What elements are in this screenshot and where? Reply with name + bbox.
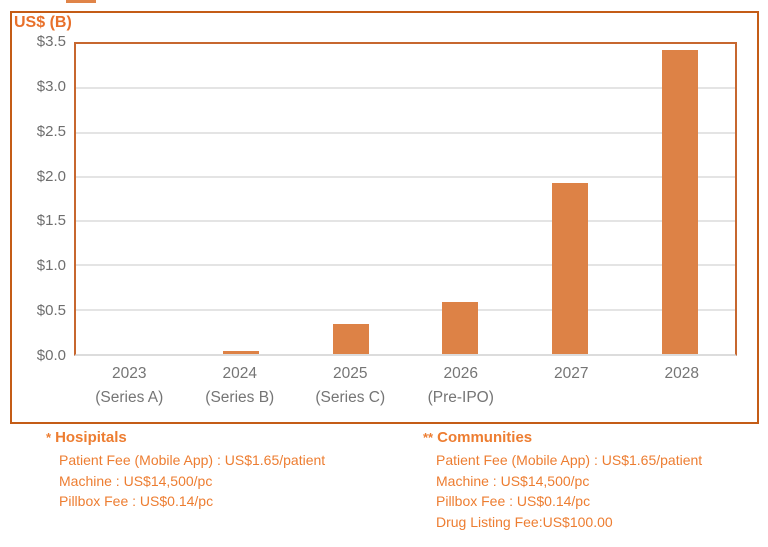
x-label-2024: 2024 (Series B) — [185, 362, 296, 410]
x-label-round: (Series C) — [315, 389, 386, 406]
y-tick-label: $0.0 — [36, 347, 66, 364]
bar-2028 — [662, 50, 699, 354]
gridline — [76, 87, 735, 90]
double-asterisk-marker: ** — [423, 430, 434, 445]
x-label-year: 2025 — [333, 365, 368, 382]
x-label-2026: 2026 (Pre-IPO) — [406, 362, 517, 410]
x-label-round: (Series A) — [95, 389, 164, 406]
bar-2024 — [222, 351, 259, 354]
y-tick-label: $1.0 — [36, 257, 66, 275]
footnote-communities-heading: ** Communities — [423, 429, 702, 446]
footnote-hospitals: * Hosipitals Patient Fee (Mobile App) : … — [46, 429, 325, 512]
y-tick-label: $2.0 — [36, 167, 66, 185]
x-label-2028: 2028 — [627, 362, 738, 386]
y-tick-label: $2.5 — [36, 122, 66, 140]
footnote-line: Machine : US$14,500/pc — [436, 472, 590, 489]
gridline — [76, 220, 735, 223]
gridline — [76, 175, 735, 178]
cropped-shape-artifact — [66, 0, 96, 3]
footnote-line: Pillbox Fee : US$0.14/pc — [59, 493, 214, 509]
x-label-year: 2027 — [554, 365, 589, 382]
gridline — [76, 308, 735, 311]
x-label-2023: 2023 (Series A) — [74, 362, 185, 410]
gridline — [76, 264, 735, 267]
bar-2026 — [442, 301, 479, 354]
footnote-communities-lines: Patient Fee (Mobile App) : US$1.65/patie… — [436, 450, 702, 532]
footnote-communities-title: Communities — [437, 429, 533, 446]
footnote-line: Drug Listing Fee:US$100.00 — [436, 513, 613, 530]
footnote-line: Machine : US$14,500/pc — [59, 472, 213, 489]
footnote-communities: ** Communities Patient Fee (Mobile App) … — [423, 429, 702, 532]
y-tick-label: $3.0 — [36, 77, 66, 95]
x-label-year: 2023 — [112, 365, 147, 382]
x-label-year: 2026 — [443, 365, 478, 382]
x-label-2027: 2027 — [516, 362, 627, 386]
bar-2025 — [332, 323, 369, 354]
x-label-round: (Pre-IPO) — [427, 389, 494, 406]
asterisk-marker: * — [46, 430, 52, 445]
y-axis-unit-label: US$ (B) — [14, 14, 72, 31]
footnote-hospitals-title: Hosipitals — [55, 429, 127, 446]
x-label-2025: 2025 (Series C) — [295, 362, 406, 410]
plot-area — [74, 42, 737, 356]
bar-2027 — [552, 183, 589, 354]
footnote-line: Patient Fee (Mobile App) : US$1.65/patie… — [436, 452, 703, 468]
y-tick-label: $1.5 — [36, 212, 66, 230]
footnote-hospitals-heading: * Hosipitals — [46, 429, 325, 446]
y-tick-label: $3.5 — [36, 33, 66, 50]
x-label-year: 2028 — [664, 365, 699, 382]
footnote-line: Patient Fee (Mobile App) : US$1.65/patie… — [59, 452, 326, 468]
gridline — [76, 131, 735, 134]
y-tick-label: $0.5 — [36, 302, 66, 320]
footnote-hospitals-lines: Patient Fee (Mobile App) : US$1.65/patie… — [59, 450, 325, 512]
x-label-year: 2024 — [222, 365, 257, 382]
footnote-line: Pillbox Fee : US$0.14/pc — [436, 493, 591, 509]
x-label-round: (Series B) — [205, 389, 275, 406]
